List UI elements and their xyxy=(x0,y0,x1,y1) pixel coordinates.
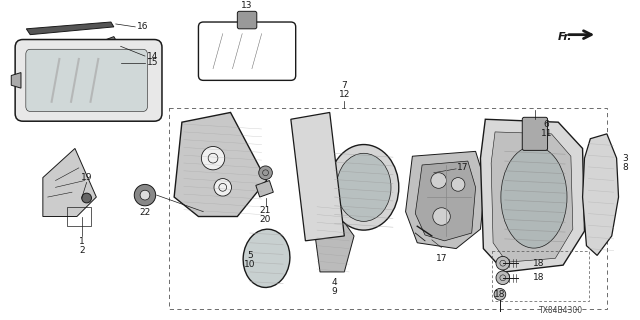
Polygon shape xyxy=(12,73,21,88)
Text: 22: 22 xyxy=(140,208,150,217)
Text: 11: 11 xyxy=(541,129,552,138)
Text: 2: 2 xyxy=(79,246,84,255)
Text: 18: 18 xyxy=(533,259,545,268)
Circle shape xyxy=(140,190,150,200)
FancyBboxPatch shape xyxy=(522,117,548,150)
Ellipse shape xyxy=(243,229,290,287)
Circle shape xyxy=(451,178,465,191)
Text: 14: 14 xyxy=(147,52,159,60)
Bar xyxy=(169,108,607,309)
Polygon shape xyxy=(481,119,584,272)
Circle shape xyxy=(431,173,447,188)
Text: 19: 19 xyxy=(81,173,92,182)
Polygon shape xyxy=(406,151,485,249)
Text: 4: 4 xyxy=(332,278,337,287)
Text: 5: 5 xyxy=(247,251,253,260)
Text: TX84B4300: TX84B4300 xyxy=(539,306,583,315)
Text: 18: 18 xyxy=(494,290,506,299)
Circle shape xyxy=(202,147,225,170)
Circle shape xyxy=(82,193,92,203)
Polygon shape xyxy=(415,161,476,241)
Text: 9: 9 xyxy=(332,287,337,296)
Bar xyxy=(67,207,92,226)
FancyBboxPatch shape xyxy=(15,39,162,121)
Ellipse shape xyxy=(501,146,567,248)
Ellipse shape xyxy=(329,145,399,230)
Polygon shape xyxy=(256,180,273,197)
Polygon shape xyxy=(43,148,97,217)
FancyBboxPatch shape xyxy=(237,11,257,29)
Text: 17: 17 xyxy=(436,254,447,263)
Circle shape xyxy=(214,179,232,196)
Polygon shape xyxy=(315,202,354,272)
Text: 16: 16 xyxy=(137,22,148,31)
Text: 3: 3 xyxy=(623,154,628,163)
Text: 20: 20 xyxy=(260,215,271,224)
Text: 10: 10 xyxy=(244,260,256,269)
Circle shape xyxy=(422,170,432,180)
Text: 18: 18 xyxy=(533,273,545,282)
Circle shape xyxy=(496,271,509,284)
Text: Fr.: Fr. xyxy=(558,32,573,42)
Text: 7: 7 xyxy=(341,81,347,90)
Text: 21: 21 xyxy=(260,206,271,215)
Polygon shape xyxy=(174,112,266,217)
Text: 17: 17 xyxy=(457,164,468,172)
Text: 8: 8 xyxy=(623,164,628,172)
FancyBboxPatch shape xyxy=(26,49,147,111)
Polygon shape xyxy=(582,134,618,255)
Text: 15: 15 xyxy=(147,58,159,67)
Circle shape xyxy=(433,208,451,225)
Circle shape xyxy=(134,184,156,206)
Circle shape xyxy=(259,166,273,180)
Text: 13: 13 xyxy=(241,1,253,10)
Text: 6: 6 xyxy=(544,120,550,129)
Text: 1: 1 xyxy=(79,237,84,246)
Text: 12: 12 xyxy=(339,91,350,100)
Polygon shape xyxy=(291,112,344,241)
Circle shape xyxy=(496,256,509,270)
Polygon shape xyxy=(103,54,114,68)
Polygon shape xyxy=(26,22,114,35)
Bar xyxy=(492,251,589,301)
Circle shape xyxy=(494,288,506,300)
Ellipse shape xyxy=(337,153,391,221)
Polygon shape xyxy=(101,36,121,53)
Polygon shape xyxy=(491,132,573,262)
